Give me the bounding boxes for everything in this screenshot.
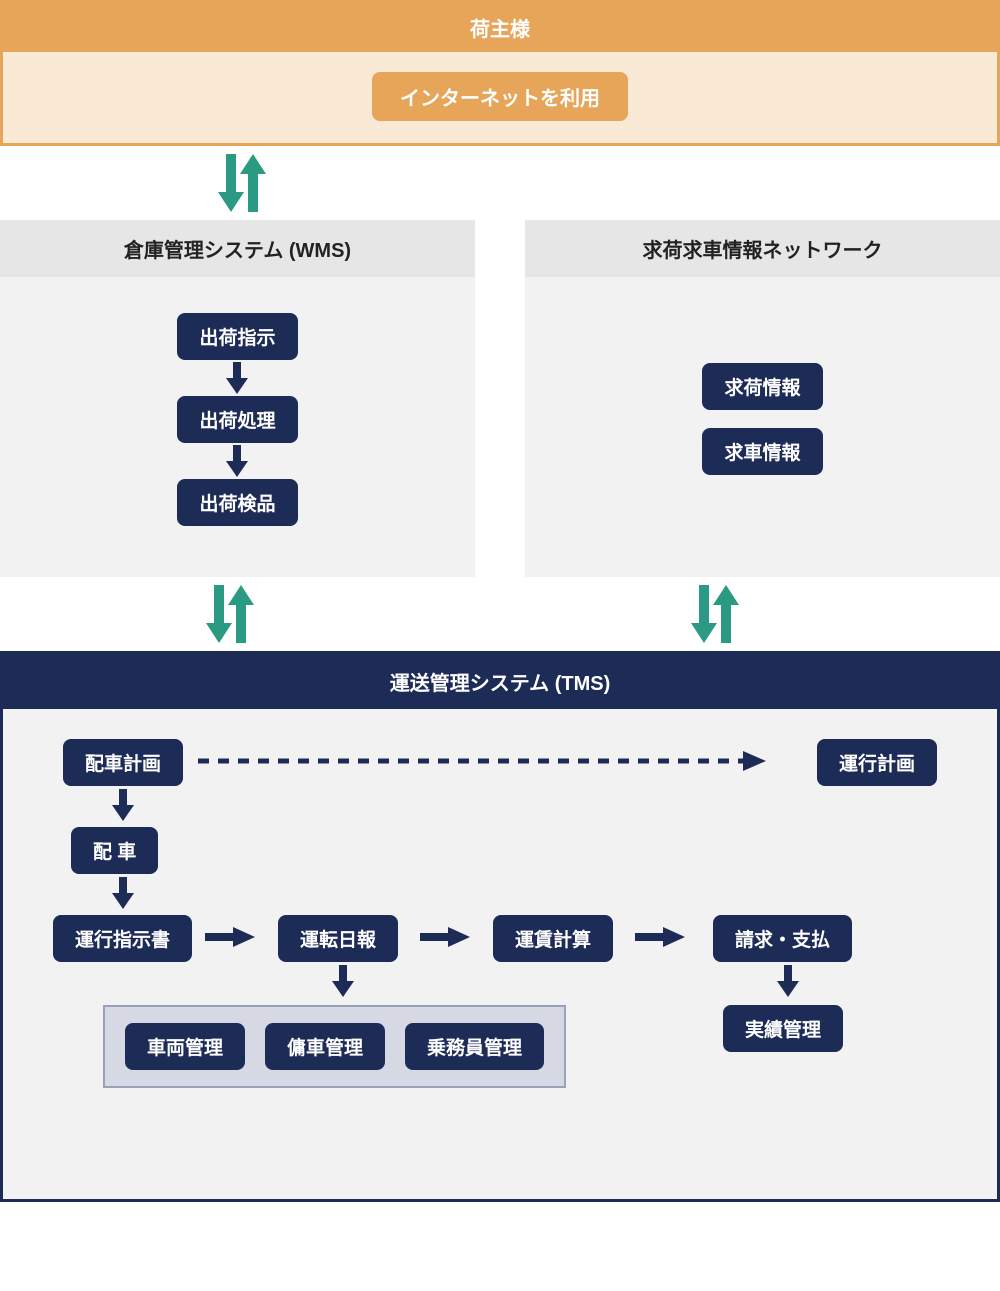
mgmt-item-3: 乗務員管理 bbox=[405, 1023, 544, 1070]
tms-title: 運送管理システム (TMS) bbox=[3, 654, 997, 709]
tms-node-billing: 請求・支払 bbox=[713, 915, 852, 962]
connector-row-1 bbox=[0, 146, 1000, 220]
tms-node-plan-a: 配車計画 bbox=[63, 739, 183, 786]
mid-row: 倉庫管理システム (WMS) 出荷指示 出荷処理 出荷検品 求荷求車情報ネットワ… bbox=[0, 220, 1000, 577]
internet-button: インターネットを利用 bbox=[372, 72, 628, 121]
wms-panel: 倉庫管理システム (WMS) 出荷指示 出荷処理 出荷検品 bbox=[0, 220, 475, 577]
tms-node-results: 実績管理 bbox=[723, 1005, 843, 1052]
system-diagram: 荷主様 インターネットを利用 倉庫管理システム (WMS) bbox=[0, 0, 1000, 1202]
network-panel: 求荷求車情報ネットワーク 求荷情報 求車情報 bbox=[525, 220, 1000, 577]
arrow-down-icon bbox=[222, 443, 252, 479]
arrow-right-icon bbox=[418, 925, 473, 949]
arrow-down-icon bbox=[773, 963, 803, 999]
wms-step-3: 出荷検品 bbox=[177, 479, 297, 526]
mgmt-item-2: 傭車管理 bbox=[265, 1023, 385, 1070]
tms-node-instruction: 運行指示書 bbox=[53, 915, 192, 962]
network-body: 求荷情報 求車情報 bbox=[525, 277, 1000, 577]
arrow-down-icon bbox=[108, 787, 138, 823]
arrow-right-icon bbox=[633, 925, 688, 949]
wms-step-1: 出荷指示 bbox=[177, 313, 297, 360]
network-item-2: 求車情報 bbox=[702, 428, 822, 475]
arrow-right-icon bbox=[203, 925, 258, 949]
arrow-down-icon bbox=[108, 875, 138, 911]
tms-node-plan-b: 運行計画 bbox=[817, 739, 937, 786]
shipper-title: 荷主様 bbox=[3, 3, 997, 52]
wms-step-2: 出荷処理 bbox=[177, 396, 297, 443]
tms-block: 運送管理システム (TMS) 配車計画 運行計画 配 車 運 bbox=[0, 651, 1000, 1202]
dashed-arrow-icon bbox=[198, 749, 768, 773]
bidir-arrow-icon bbox=[212, 146, 272, 220]
mgmt-item-1: 車両管理 bbox=[125, 1023, 245, 1070]
connector-row-2 bbox=[0, 577, 1000, 651]
arrow-down-icon bbox=[222, 360, 252, 396]
network-item-1: 求荷情報 bbox=[702, 363, 822, 410]
shipper-block: 荷主様 インターネットを利用 bbox=[0, 0, 1000, 146]
tms-node-report: 運転日報 bbox=[278, 915, 398, 962]
bidir-arrow-icon bbox=[200, 577, 260, 651]
wms-title: 倉庫管理システム (WMS) bbox=[0, 220, 475, 277]
mgmt-group: 車両管理 傭車管理 乗務員管理 bbox=[103, 1005, 566, 1088]
tms-body: 配車計画 運行計画 配 車 運行指示書 運転日報 運賃計算 請 bbox=[3, 709, 997, 1199]
network-title: 求荷求車情報ネットワーク bbox=[525, 220, 1000, 277]
tms-node-fare: 運賃計算 bbox=[493, 915, 613, 962]
shipper-body: インターネットを利用 bbox=[3, 52, 997, 143]
arrow-down-icon bbox=[328, 963, 358, 999]
wms-flow: 出荷指示 出荷処理 出荷検品 bbox=[177, 313, 297, 526]
wms-body: 出荷指示 出荷処理 出荷検品 bbox=[0, 277, 475, 577]
bidir-arrow-icon bbox=[685, 577, 745, 651]
tms-node-dispatch: 配 車 bbox=[71, 827, 158, 874]
network-list: 求荷情報 求車情報 bbox=[702, 363, 822, 475]
